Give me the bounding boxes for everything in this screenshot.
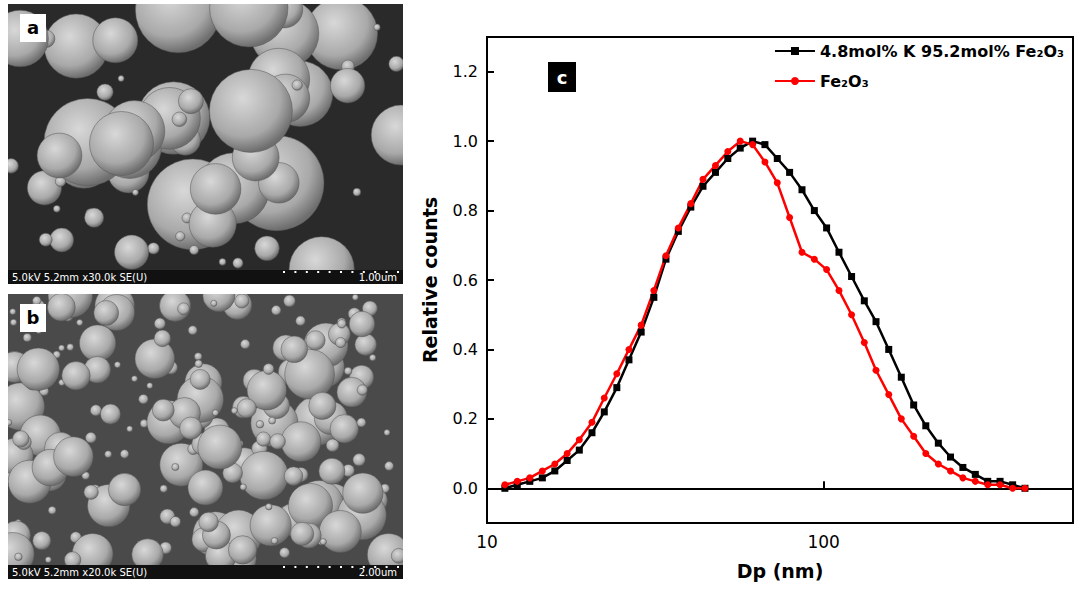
svg-text:4.8mol% K 95.2mol% Fe₂O₃: 4.8mol% K 95.2mol% Fe₂O₃: [820, 42, 1064, 61]
svg-text:Fe₂O₃: Fe₂O₃: [820, 72, 869, 91]
svg-text:Dp (nm): Dp (nm): [737, 560, 824, 582]
svg-text:100: 100: [807, 532, 839, 552]
svg-text:1.0: 1.0: [453, 132, 478, 151]
svg-text:5.0kV 5.2mm x30.0k SE(U): 5.0kV 5.2mm x30.0k SE(U): [12, 272, 147, 283]
svg-text:10: 10: [476, 532, 498, 552]
svg-text:0.8: 0.8: [453, 201, 478, 220]
svg-text:1.00um: 1.00um: [359, 272, 397, 283]
svg-text:a: a: [27, 17, 39, 38]
svg-text:0.4: 0.4: [453, 340, 478, 359]
svg-text:c: c: [557, 67, 568, 88]
svg-text:2.00um: 2.00um: [359, 567, 397, 578]
svg-text:b: b: [27, 307, 40, 328]
svg-text:Relative counts: Relative counts: [419, 197, 441, 363]
svg-text:1.2: 1.2: [453, 62, 478, 81]
svg-text:0.0: 0.0: [453, 479, 478, 498]
svg-text:0.6: 0.6: [453, 271, 478, 290]
svg-text:5.0kV 5.2mm x20.0k SE(U): 5.0kV 5.2mm x20.0k SE(U): [12, 567, 147, 578]
svg-text:0.2: 0.2: [453, 409, 478, 428]
